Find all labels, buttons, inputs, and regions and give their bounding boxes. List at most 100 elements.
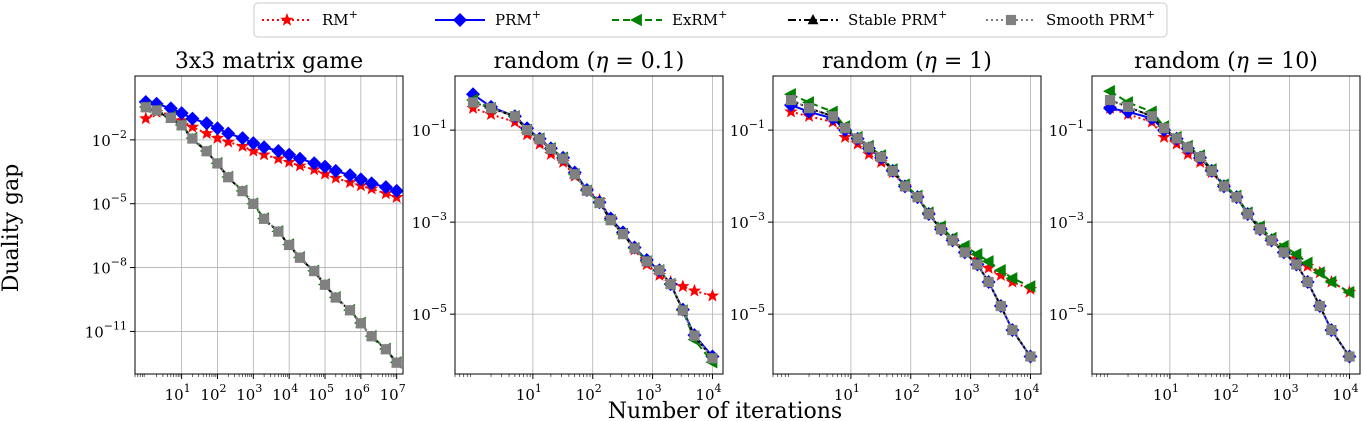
data-point bbox=[876, 151, 887, 163]
legend-label: Smooth PRM+ bbox=[1046, 8, 1155, 29]
data-point bbox=[1289, 247, 1302, 261]
data-point bbox=[1182, 142, 1193, 153]
legend-entry: Stable PRM+ bbox=[788, 8, 947, 29]
data-point bbox=[1291, 259, 1302, 270]
chart-panel: 101 102 103 104 10−1 10−3 10−5 random (η = 0.1) bbox=[412, 49, 724, 404]
y-tick-label: 10−5 bbox=[92, 192, 127, 214]
data-point bbox=[201, 146, 212, 157]
legend-name: ExRM bbox=[672, 11, 718, 29]
data-point bbox=[852, 133, 863, 144]
legend-marker bbox=[280, 13, 294, 26]
x-tick-label: 103 bbox=[1273, 382, 1299, 404]
chart-title: random (η = 0.1) bbox=[494, 49, 685, 74]
data-point bbox=[912, 191, 923, 203]
x-tick-label: 102 bbox=[1213, 382, 1239, 404]
data-point bbox=[165, 112, 176, 123]
x-tick-label: 104 bbox=[272, 382, 298, 404]
y-tick-label: 10−3 bbox=[1049, 210, 1084, 232]
legend-sup: + bbox=[349, 8, 358, 21]
data-point bbox=[981, 255, 994, 268]
data-point bbox=[983, 276, 994, 288]
data-point bbox=[389, 183, 403, 198]
data-point bbox=[1206, 165, 1217, 176]
axes-frame bbox=[1091, 75, 1361, 375]
data-point bbox=[677, 305, 688, 316]
x-tick-label: 103 bbox=[954, 382, 980, 404]
x-tick-label: 101 bbox=[834, 382, 860, 404]
x-tick-label: 103 bbox=[236, 382, 262, 404]
legend-label: Stable PRM+ bbox=[848, 8, 947, 29]
y-tick-label: 10−3 bbox=[730, 210, 765, 232]
data-point bbox=[221, 126, 236, 141]
data-point bbox=[467, 97, 479, 108]
data-point bbox=[1005, 272, 1018, 285]
data-point bbox=[330, 292, 341, 303]
data-point bbox=[923, 208, 934, 220]
x-tick-label: 102 bbox=[576, 382, 602, 404]
data-point bbox=[629, 243, 640, 254]
data-point bbox=[1342, 285, 1355, 299]
data-point bbox=[581, 185, 593, 196]
legend-marker bbox=[630, 13, 642, 27]
data-point bbox=[1025, 351, 1036, 362]
data-point bbox=[364, 176, 379, 191]
x-tick-label: 101 bbox=[1153, 382, 1179, 404]
legend-name: RM bbox=[322, 11, 349, 29]
chart-panel: 101 102 103 104 105 106 107 10−2 10−5 10−8 10−11 3x… bbox=[85, 49, 406, 404]
data-point bbox=[366, 331, 377, 342]
legend-marker bbox=[807, 14, 819, 25]
data-point bbox=[257, 140, 272, 155]
legend-marker bbox=[1005, 14, 1017, 26]
data-point bbox=[248, 198, 259, 210]
data-point bbox=[827, 111, 838, 122]
data-point bbox=[654, 265, 665, 276]
legend-entry: Smooth PRM+ bbox=[986, 8, 1155, 29]
chart-title: 3x3 matrix game bbox=[175, 49, 363, 74]
x-tick-label: 105 bbox=[308, 382, 334, 404]
data-point bbox=[676, 279, 690, 293]
data-point bbox=[185, 111, 200, 126]
legend-sup: + bbox=[938, 8, 947, 21]
data-point bbox=[140, 102, 151, 113]
data-point bbox=[993, 263, 1006, 277]
data-point bbox=[995, 300, 1006, 312]
data-point bbox=[947, 235, 958, 246]
data-point bbox=[237, 186, 248, 197]
x-tick-label: 101 bbox=[516, 382, 542, 404]
data-point bbox=[221, 134, 235, 148]
data-point bbox=[1266, 235, 1277, 246]
x-tick-label: 101 bbox=[165, 382, 191, 404]
x-tick-label: 102 bbox=[200, 382, 226, 404]
data-point bbox=[485, 103, 497, 114]
data-point bbox=[271, 143, 286, 158]
data-point bbox=[1122, 101, 1134, 112]
data-point bbox=[318, 159, 333, 174]
data-point bbox=[972, 259, 983, 270]
data-point bbox=[309, 266, 320, 277]
data-point bbox=[212, 158, 223, 169]
data-point bbox=[569, 169, 580, 180]
data-point bbox=[689, 330, 700, 341]
data-point bbox=[594, 197, 605, 209]
data-point bbox=[534, 134, 545, 145]
x-tick-label: 104 bbox=[695, 382, 721, 404]
data-point bbox=[1326, 324, 1337, 336]
data-point bbox=[1324, 275, 1337, 289]
data-point bbox=[1302, 276, 1313, 288]
chart-title: random (η = 1) bbox=[822, 49, 992, 74]
data-point bbox=[863, 142, 874, 153]
data-point bbox=[185, 120, 200, 133]
panels: 101 102 103 104 105 106 107 10−2 10−5 10−8 10−11 3x… bbox=[85, 49, 1361, 404]
x-tick-label: 103 bbox=[636, 382, 662, 404]
data-point bbox=[1146, 111, 1157, 122]
legend-name: Smooth PRM bbox=[1046, 11, 1146, 29]
data-point bbox=[665, 278, 676, 290]
data-point bbox=[139, 111, 153, 125]
legend-frame bbox=[253, 2, 1168, 38]
data-point bbox=[344, 305, 356, 316]
data-point bbox=[319, 279, 331, 290]
data-point bbox=[839, 123, 851, 134]
chart-panel: 101 102 103 104 10−1 10−3 10−5 random (η = 1) bbox=[730, 49, 1042, 404]
axes-frame bbox=[134, 75, 404, 375]
y-tick-label: 10−1 bbox=[730, 118, 765, 140]
